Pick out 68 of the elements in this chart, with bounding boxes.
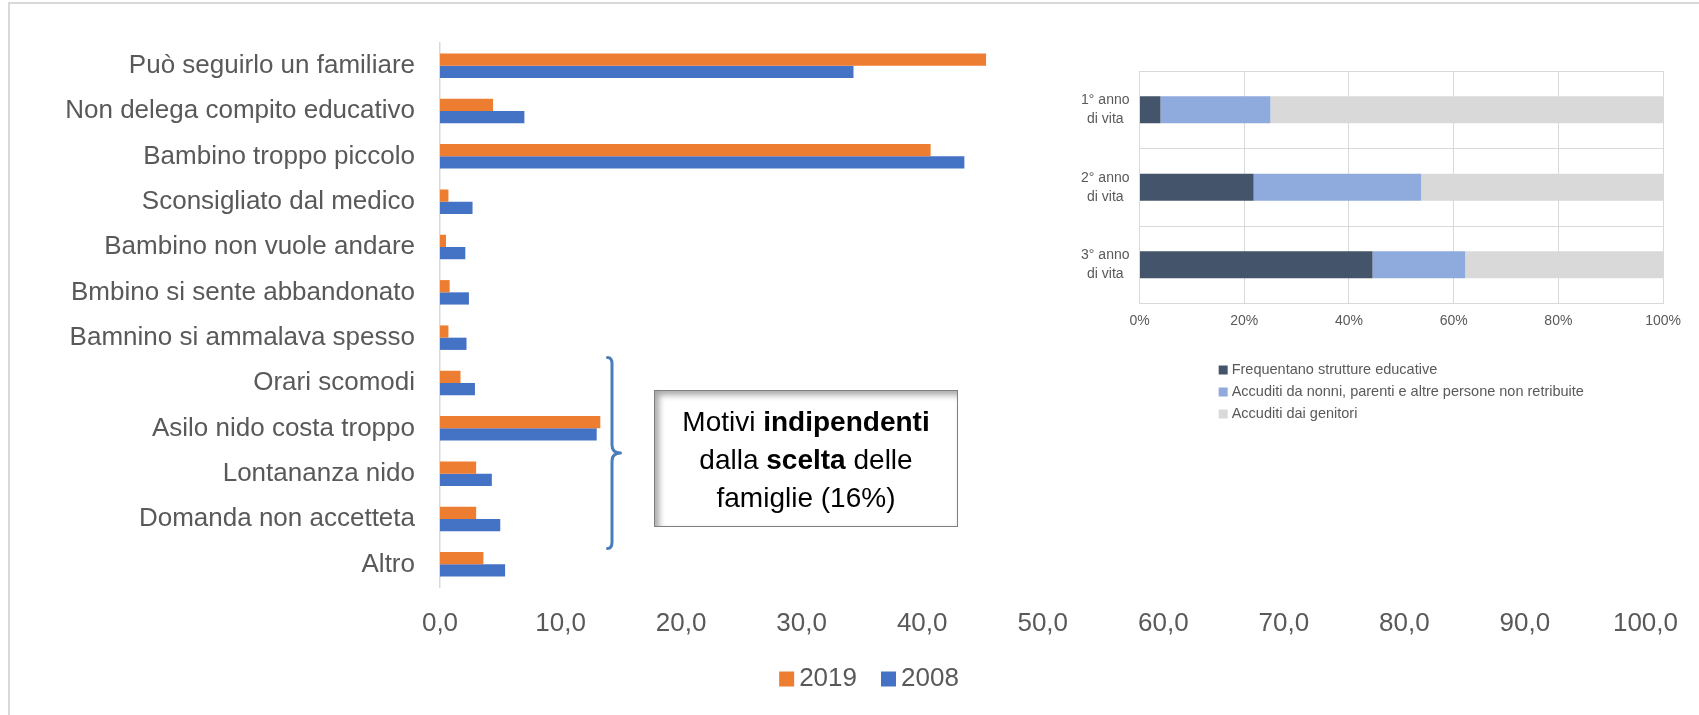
- x-tick-label: 20,0: [655, 606, 707, 637]
- x-tick-label: 70,0: [1258, 606, 1310, 637]
- y-tick-label: Non delega compito educativo: [65, 94, 415, 125]
- x-tick-label: 0,0: [421, 606, 459, 637]
- x-tick-label: 30,0: [776, 606, 827, 637]
- bar: [440, 473, 492, 486]
- bar: [1372, 251, 1466, 279]
- bar: [440, 370, 461, 383]
- y-tick-label: Orari scomodi: [253, 366, 415, 397]
- bar: [440, 337, 467, 350]
- legend-label: Accuditi dai genitori: [1231, 405, 1358, 421]
- x-tick-label: 10,0: [535, 606, 586, 637]
- bar: [440, 506, 477, 519]
- bar: [440, 144, 931, 157]
- bar: [1140, 96, 1161, 124]
- bar: [440, 111, 525, 124]
- x-tick-label: 0%: [1129, 311, 1150, 328]
- bar: [440, 247, 466, 260]
- x-tick-label: 100,0: [1612, 606, 1679, 637]
- x-tick-label: 80,0: [1379, 606, 1430, 637]
- bar: [440, 325, 449, 338]
- x-tick-label: 60,0: [1137, 606, 1189, 637]
- bar: [1160, 96, 1271, 124]
- x-tick-label: 20%: [1230, 311, 1259, 328]
- bar: [1140, 173, 1254, 201]
- x-tick-label: 90,0: [1499, 606, 1551, 637]
- text: Motivi indipendenti dalla scelta delle famiglie (16%): [682, 406, 930, 513]
- y-tick-label: 3° anno di vita: [1081, 246, 1130, 282]
- y-tick-label: Bambino troppo piccolo: [143, 139, 415, 170]
- y-tick-label: Altro: [361, 547, 415, 578]
- bar: [440, 519, 501, 532]
- bar: [440, 234, 447, 247]
- legend-label: 2008: [901, 662, 959, 693]
- bar: [440, 53, 987, 66]
- bar: [440, 201, 473, 214]
- y-tick-label: Asilo nido costa troppo: [151, 411, 415, 442]
- x-tick-label: 100%: [1645, 311, 1681, 328]
- x-tick-label: 50,0: [1017, 606, 1069, 637]
- y-tick-label: Bmbino si sente abbandonato: [70, 275, 415, 306]
- bar: [440, 98, 494, 111]
- bar: [440, 292, 469, 305]
- legend-label: Accuditi da nonni, parenti e altre persone non retribuite: [1231, 383, 1584, 399]
- bar: [440, 383, 475, 396]
- bar: [440, 65, 854, 78]
- x-tick-label: 60%: [1439, 311, 1468, 328]
- bar: [440, 428, 597, 441]
- y-tick-label: 2° anno di vita: [1081, 168, 1130, 204]
- y-tick-label: Lontananza nido: [222, 456, 415, 487]
- x-tick-label: 40%: [1334, 311, 1363, 328]
- legend-label: Frequentano strutture educative: [1231, 361, 1438, 377]
- bar: [440, 189, 449, 202]
- legend-label: 2019: [799, 662, 857, 693]
- bar: [1253, 173, 1422, 201]
- bar: [440, 156, 965, 169]
- y-tick-label: Sconsigliato dal medico: [141, 184, 415, 215]
- x-tick-label: 40,0: [896, 606, 948, 637]
- y-tick-label: Può seguirlo un familiare: [128, 48, 415, 79]
- x-tick-label: 80%: [1544, 311, 1573, 328]
- bar: [1140, 251, 1373, 279]
- y-tick-label: Bamnino si ammalava spesso: [69, 320, 415, 351]
- bar: [440, 280, 450, 293]
- y-tick-label: Bambino non vuole andare: [104, 230, 415, 261]
- bar: [440, 416, 601, 429]
- y-tick-label: 1° anno di vita: [1081, 91, 1130, 127]
- y-tick-label: Domanda non accetteta: [138, 502, 416, 533]
- bar: [440, 552, 484, 565]
- bar: [440, 461, 477, 474]
- bar: [440, 564, 506, 577]
